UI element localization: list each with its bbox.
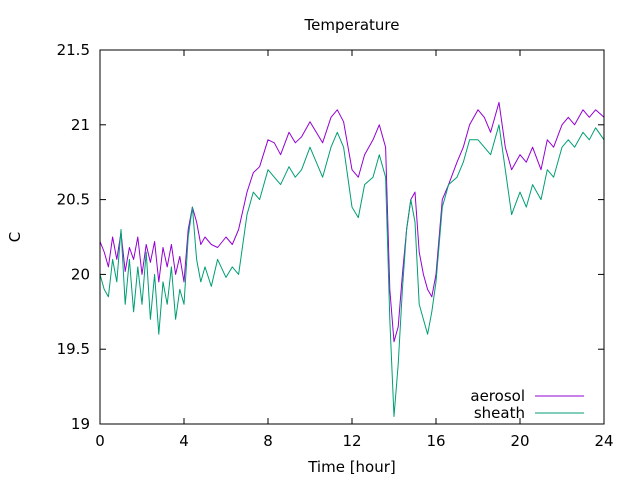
x-tick-label: 24 (594, 432, 613, 450)
x-axis-label: Time [hour] (307, 458, 396, 476)
x-tick-label: 8 (263, 432, 273, 450)
series-line-sheath (99, 124, 605, 417)
series-lines (99, 101, 605, 417)
x-tick-label: 0 (95, 432, 105, 450)
y-tick-label: 21 (71, 116, 90, 134)
x-tick-label: 20 (510, 432, 529, 450)
y-tick-label: 21.5 (57, 41, 90, 59)
x-tick-label: 16 (426, 432, 445, 450)
tick-labels: 0 4 8 12 16 20 24 19 19.5 20 20.5 21 21.5 (57, 41, 614, 450)
y-tick-label: 20 (71, 265, 90, 283)
legend-label-aerosol: aerosol (470, 387, 525, 405)
x-tick-label: 4 (179, 432, 189, 450)
y-tick-label: 20.5 (57, 191, 90, 209)
y-tick-label: 19 (71, 415, 90, 433)
series-line-aerosol (99, 101, 605, 343)
y-tick-label: 19.5 (57, 340, 90, 358)
axes-ticks (99, 49, 605, 425)
y-axis-label: C (6, 232, 24, 242)
chart-title: Temperature (303, 16, 399, 34)
x-tick-label: 12 (342, 432, 361, 450)
legend-label-sheath: sheath (474, 404, 525, 422)
plot-frame (99, 49, 605, 425)
